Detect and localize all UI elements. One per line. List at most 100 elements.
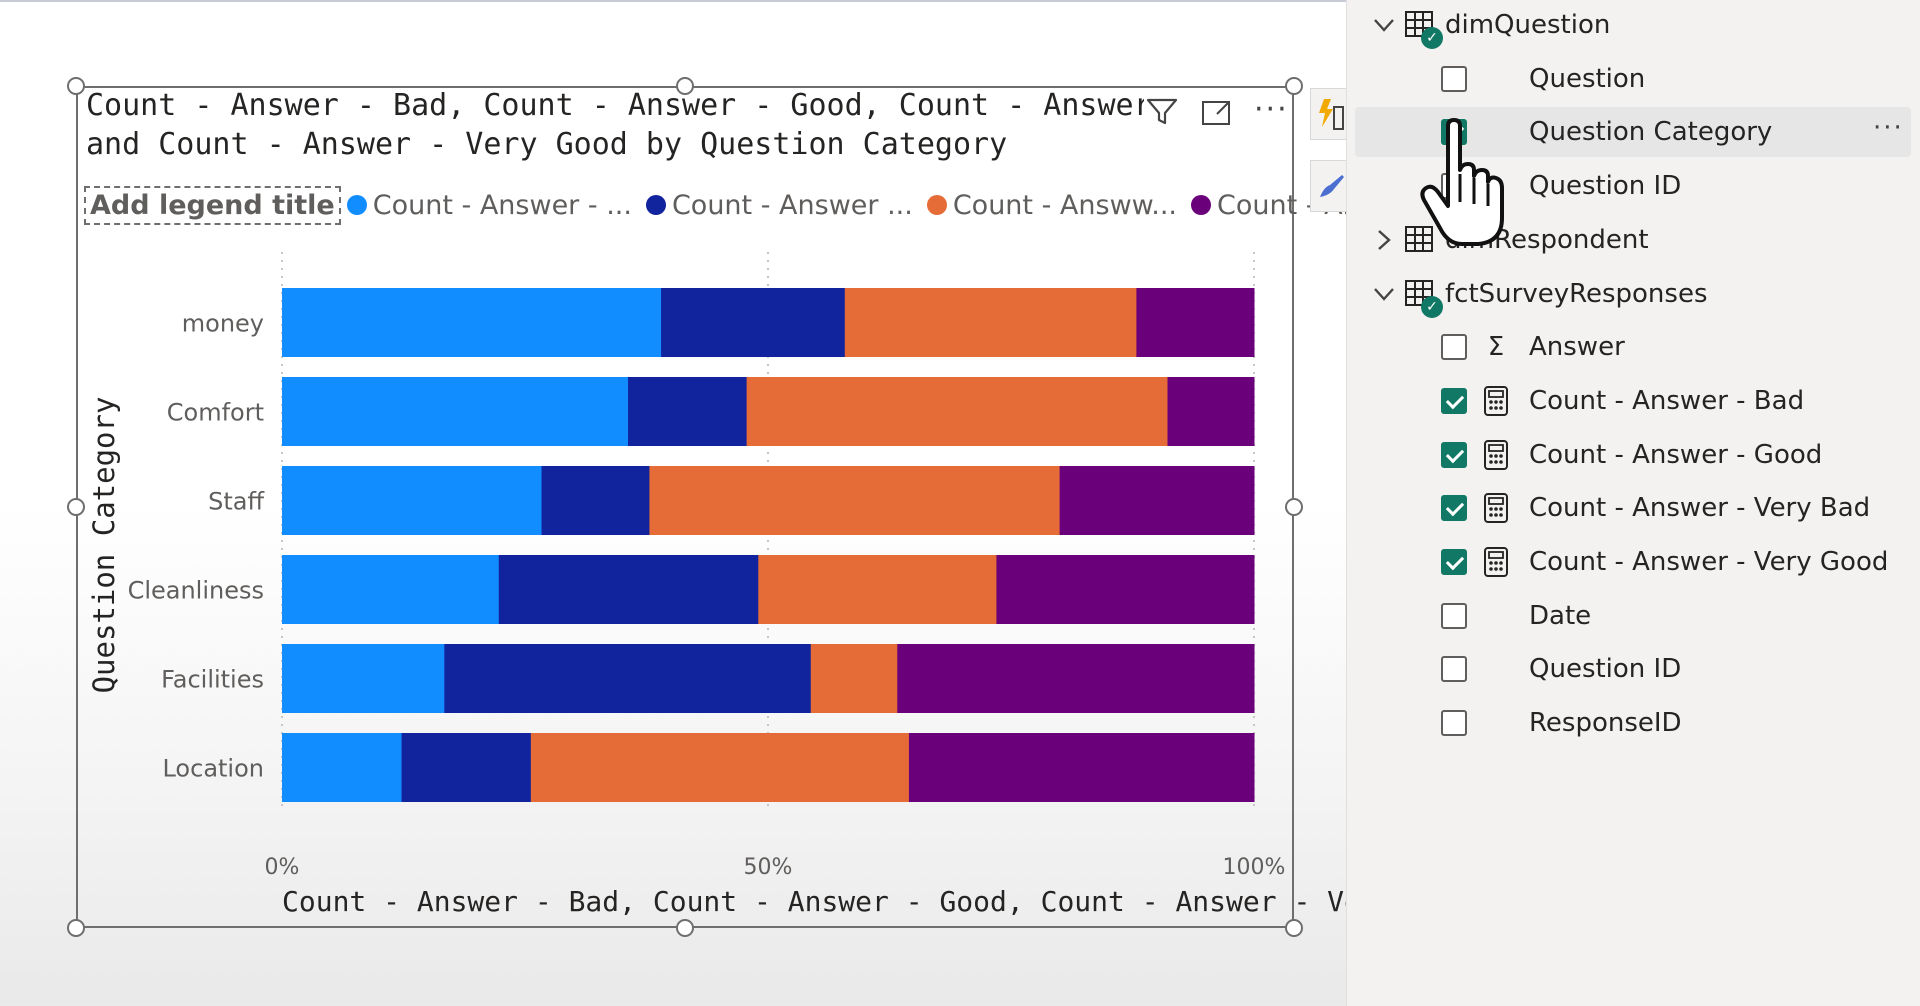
bar-segment	[530, 733, 910, 802]
field-row[interactable]: Question ID	[1347, 644, 1920, 694]
legend-dot	[645, 195, 666, 215]
legend-item-label: Count - Answer - ...	[372, 189, 632, 221]
legend-item[interactable]: Count - Answer ...	[645, 190, 913, 221]
y-tick-label: Cleanliness	[128, 577, 264, 605]
chevron-down-icon[interactable]	[1371, 281, 1397, 314]
legend-item[interactable]: Count - Answer - ...	[346, 189, 632, 221]
bar-segment	[746, 377, 1168, 446]
x-tick-label: 100%	[1223, 855, 1286, 880]
resize-handle-middle-left[interactable]	[67, 498, 85, 516]
y-tick-label: money	[182, 310, 264, 338]
calculator-icon	[1481, 439, 1511, 470]
field-checkbox[interactable]	[1441, 65, 1467, 92]
bar-segment	[908, 733, 1255, 802]
table-row[interactable]: ✓ fctSurveyResponses	[1347, 269, 1920, 319]
x-tick-label: 50%	[744, 855, 793, 880]
field-row[interactable]: Date	[1347, 591, 1920, 641]
bar-segment	[810, 644, 898, 713]
field-label: Question	[1529, 63, 1646, 94]
resize-handle-top-right[interactable]	[1285, 77, 1303, 95]
bar-segment	[541, 466, 650, 535]
table-row[interactable]: ✓ dimQuestion	[1347, 0, 1920, 50]
resize-handle-top-middle[interactable]	[676, 77, 694, 95]
field-label: Count - Answer - Very Bad	[1529, 493, 1871, 524]
y-tick-label: Comfort	[167, 399, 264, 427]
chevron-right-icon[interactable]	[1371, 227, 1397, 260]
checked-badge-icon: ✓	[1421, 295, 1443, 318]
calculator-icon	[1481, 493, 1511, 524]
table-icon	[1405, 279, 1433, 306]
legend-dot	[926, 195, 947, 215]
field-label: ResponseID	[1529, 708, 1682, 739]
chart-title-line1: Count - Answer - Bad, Count - Answer - G…	[86, 88, 1144, 123]
bolt-chart-icon[interactable]	[1310, 88, 1352, 140]
bar-segment	[282, 377, 629, 446]
bar-segment	[282, 466, 543, 535]
paint-brush-icon[interactable]	[1310, 160, 1352, 212]
y-tick-label: Location	[162, 755, 264, 783]
table-name: dimQuestion	[1445, 10, 1611, 40]
table-icon	[1405, 11, 1433, 37]
legend-dot	[1191, 195, 1212, 215]
sigma-icon: Σ	[1487, 332, 1505, 363]
table-icon	[1405, 225, 1433, 252]
field-checkbox[interactable]	[1441, 549, 1467, 575]
bar-segment	[282, 733, 403, 802]
field-checkbox[interactable]	[1441, 656, 1467, 683]
field-label: Count - Answer - Very Good	[1529, 547, 1889, 577]
checked-badge-icon: ✓	[1421, 27, 1443, 49]
resize-handle-bottom-right[interactable]	[1285, 919, 1303, 937]
field-checkbox[interactable]	[1441, 334, 1467, 361]
field-row[interactable]: ResponseID	[1347, 698, 1920, 748]
legend-item[interactable]: Count - Answw...	[926, 189, 1178, 221]
more-options-icon[interactable]: ···	[1254, 92, 1289, 127]
field-label: Answer	[1529, 332, 1625, 363]
field-row[interactable]: Count - Answer - Very Bad	[1347, 483, 1920, 533]
bar-segment	[996, 555, 1255, 624]
bar-segment	[661, 288, 846, 357]
field-row[interactable]: Count - Answer - Good	[1347, 430, 1920, 480]
calculator-icon	[1481, 385, 1511, 416]
bar-segment	[897, 644, 1255, 713]
bar-segment	[1059, 466, 1255, 535]
field-row[interactable]: Question	[1347, 54, 1920, 104]
bar-segment	[758, 555, 997, 624]
bar-chart-plot: 0% 50% 100% money Comfort Staff Cleanliness Fac…	[128, 252, 1286, 880]
resize-handle-bottom-left[interactable]	[67, 919, 85, 937]
field-label: Question ID	[1529, 654, 1682, 685]
legend-dot	[346, 195, 367, 215]
field-label: Question Category	[1529, 117, 1773, 148]
bar-segment	[401, 733, 532, 802]
resize-handle-middle-right[interactable]	[1285, 498, 1303, 516]
field-checkbox[interactable]	[1441, 602, 1467, 629]
resize-handle-top-left[interactable]	[67, 77, 85, 95]
chart-title: Count - Answer - Bad, Count - Answer - G…	[86, 86, 1144, 164]
field-row[interactable]: Σ Answer	[1347, 322, 1920, 372]
focus-mode-icon[interactable]	[1200, 95, 1234, 129]
y-tick-label: Staff	[208, 488, 264, 516]
legend-item-label: Count - Answw...	[952, 189, 1178, 221]
field-label: Count - Answer - Good	[1529, 439, 1823, 470]
more-options-icon[interactable]: ···	[1873, 113, 1904, 144]
bar-segment	[1167, 377, 1255, 446]
chevron-down-icon[interactable]	[1371, 12, 1397, 45]
fields-pane: ✓ dimQuestion Question Question Category…	[1346, 0, 1920, 1006]
resize-handle-bottom-middle[interactable]	[676, 919, 694, 937]
filter-icon[interactable]	[1145, 94, 1179, 128]
table-name: fctSurveyResponses	[1445, 278, 1708, 309]
field-checkbox[interactable]	[1441, 441, 1467, 468]
field-checkbox[interactable]	[1441, 710, 1467, 737]
field-row[interactable]: Count - Answer - Very Good	[1347, 537, 1920, 587]
chart-title-line2: and Count - Answer - Very Good by Questi…	[86, 127, 1008, 162]
field-label: Question ID	[1529, 171, 1682, 202]
bar-segment	[282, 644, 445, 713]
bar-segment	[498, 555, 759, 624]
field-checkbox[interactable]	[1441, 387, 1467, 414]
bar-segment	[1136, 288, 1255, 357]
calculator-icon	[1481, 547, 1511, 577]
top-border	[0, 0, 1346, 2]
x-tick-label: 0%	[265, 855, 300, 880]
field-checkbox[interactable]	[1441, 495, 1467, 522]
legend-title[interactable]: Add legend title	[84, 185, 341, 225]
field-row[interactable]: Count - Answer - Bad	[1347, 376, 1920, 426]
